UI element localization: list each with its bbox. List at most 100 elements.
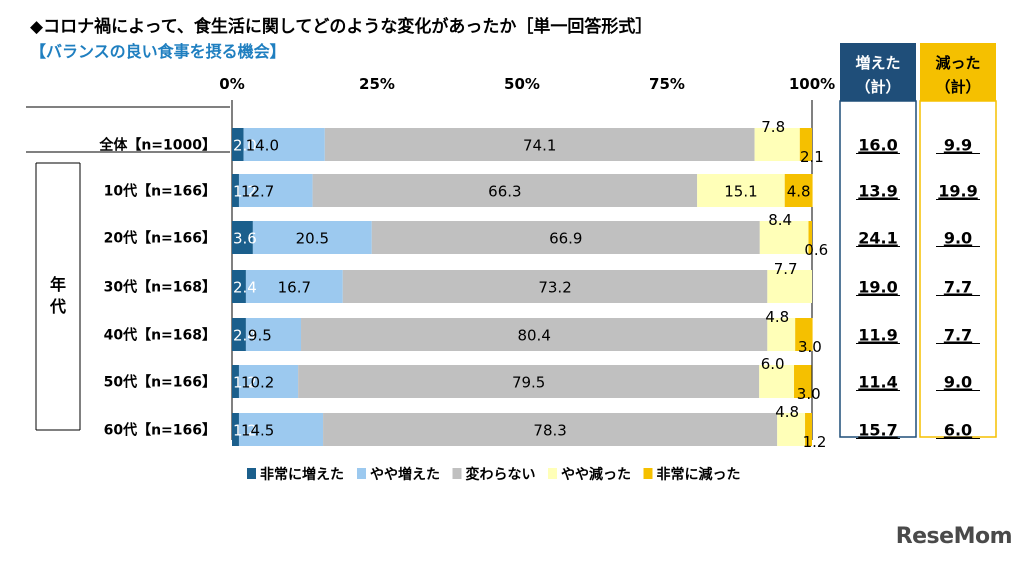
summary-column-frame [839, 100, 917, 438]
data-label: 4.8 [765, 308, 789, 326]
data-label: 78.3 [533, 422, 566, 440]
bar-segment [238, 413, 324, 446]
bar-segment [232, 221, 253, 254]
category-label: 20代【n=166】 [104, 230, 216, 247]
summary-value: 7.7 [944, 278, 972, 297]
bar-segment [312, 174, 698, 207]
data-label: 3.0 [797, 385, 821, 403]
summary-value: 19.9 [938, 182, 977, 201]
bar-segment [232, 318, 246, 351]
bar-segment [298, 365, 760, 398]
data-label: 4.8 [787, 183, 811, 201]
data-label: 7.8 [761, 118, 785, 136]
data-label: 1.2 [233, 374, 257, 392]
bar-segment [252, 221, 372, 254]
data-label: 14.5 [241, 422, 274, 440]
category-label: 60代【n=166】 [104, 422, 216, 439]
bar-segment [323, 413, 778, 446]
summary-value: 15.7 [858, 421, 897, 440]
data-label: 80.4 [517, 327, 550, 345]
data-label: 3.6 [233, 230, 257, 248]
bar-segment [245, 270, 343, 303]
data-label: 9.5 [248, 327, 272, 345]
bar-segment [371, 221, 760, 254]
summary-header-bg [920, 43, 996, 101]
summary-value: 9.9 [944, 136, 972, 155]
category-label: 40代【n=168】 [104, 327, 216, 344]
data-label: 74.1 [523, 137, 556, 155]
group-label: 代 [49, 297, 66, 316]
bar-segment [697, 174, 785, 207]
bar-segment [805, 413, 812, 446]
data-label: 16.7 [278, 279, 311, 297]
legend-label: 非常に増えた [260, 466, 344, 483]
summary-value: 6.0 [944, 421, 972, 440]
bar-segment [243, 128, 325, 161]
legend-swatch [357, 468, 366, 479]
bar-segment [324, 128, 755, 161]
data-label: 4.8 [775, 403, 799, 421]
data-label: 8.4 [768, 211, 792, 229]
summary-column-frame [919, 100, 997, 438]
legend-swatch [643, 468, 653, 479]
summary-value: 24.1 [858, 229, 897, 248]
bar-segment [794, 365, 812, 398]
data-label: 1.2 [233, 422, 257, 440]
summary-header-label: （計） [855, 78, 900, 96]
legend-label: やや増えた [370, 466, 440, 483]
data-label: 20.5 [296, 230, 329, 248]
summary-header-label: 増えた [855, 54, 900, 72]
summary-value: 9.0 [944, 229, 972, 248]
bar-segment [784, 174, 813, 207]
data-label: 10.2 [241, 374, 274, 392]
x-tick-label: 50% [504, 75, 540, 93]
summary-value: 19.0 [858, 278, 897, 297]
legend-label: 非常に減った [657, 466, 741, 483]
legend-swatch [452, 468, 462, 479]
chart-title: ◆コロナ禍によって、食生活に関してどのような変化があったか［単一回答形式］ [30, 17, 653, 37]
data-label: 7.7 [774, 260, 798, 278]
category-label: 50代【n=166】 [104, 374, 216, 391]
data-label: 6.0 [761, 355, 785, 373]
category-label: 全体【n=1000】 [98, 137, 216, 154]
bar-segment [754, 128, 800, 161]
data-label: 3.0 [798, 338, 822, 356]
category-label: 30代【n=168】 [104, 279, 216, 296]
data-label: 2.0 [233, 137, 257, 155]
bar-segment [759, 365, 795, 398]
summary-value: 13.9 [858, 182, 897, 201]
bar-segment [808, 221, 812, 254]
data-label: 0.6 [804, 241, 828, 259]
x-tick-label: 0% [219, 75, 244, 93]
x-tick-label: 100% [789, 75, 835, 93]
chart-subtitle: 【バランスの良い食事を摂る機会】 [30, 42, 286, 61]
bar-segment [232, 270, 246, 303]
data-label: 66.3 [488, 183, 521, 201]
bar-segment [232, 365, 239, 398]
data-label: 12.7 [241, 183, 274, 201]
summary-value: 11.9 [858, 326, 897, 345]
summary-header-label: （計） [935, 78, 980, 96]
bar-segment [245, 318, 302, 351]
bar-segment [232, 413, 239, 446]
data-label: 1.2 [233, 183, 257, 201]
summary-value: 9.0 [944, 373, 972, 392]
data-label: 2.1 [800, 148, 824, 166]
bar-segment [759, 221, 809, 254]
data-label: 15.1 [724, 183, 757, 201]
bar-segment [232, 128, 244, 161]
data-label: 79.5 [512, 374, 545, 392]
x-tick-label: 75% [649, 75, 685, 93]
data-label: 14.0 [246, 137, 279, 155]
summary-value: 16.0 [858, 136, 897, 155]
data-label: 2.4 [233, 327, 257, 345]
data-label: 2.4 [233, 279, 257, 297]
summary-value: 7.7 [944, 326, 972, 345]
bar-segment [301, 318, 768, 351]
summary-value: 11.4 [858, 373, 897, 392]
x-tick-label: 25% [359, 75, 395, 93]
summary-header-label: 減った [935, 54, 980, 72]
bar-segment [767, 270, 812, 303]
category-label: 10代【n=166】 [104, 183, 216, 200]
